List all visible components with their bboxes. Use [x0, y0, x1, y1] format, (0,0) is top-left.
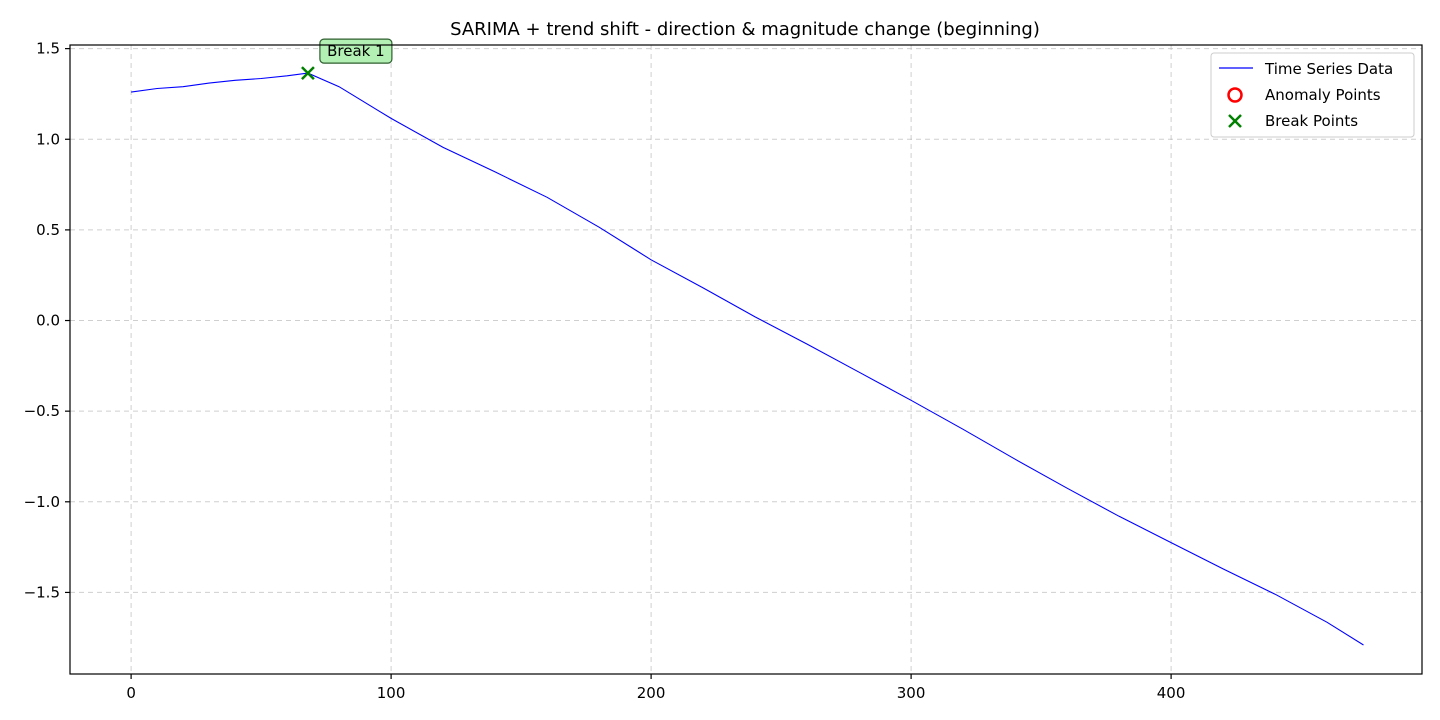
x-tick-label: 200	[637, 684, 666, 702]
y-tick-label: 1.5	[36, 40, 60, 58]
legend-anomaly-swatch	[1227, 87, 1243, 103]
series-layer	[131, 72, 1364, 646]
break-marker	[301, 66, 315, 80]
chart-title: SARIMA + trend shift - direction & magni…	[450, 19, 1040, 40]
grid-layer	[70, 45, 1422, 674]
x-tick-label: 0	[126, 684, 136, 702]
legend-label-break: Break Points	[1265, 112, 1358, 130]
y-tick-label: −0.5	[24, 402, 60, 420]
x-tick-label: 300	[897, 684, 926, 702]
plot-area-frame	[69, 44, 1423, 675]
y-tick-label: 0.5	[36, 221, 60, 239]
series-line	[131, 72, 1364, 646]
legend: Time Series Data Anomaly Points Break Po…	[1210, 52, 1415, 138]
tick-layer: 0 100 200 300 400 −1.5 −1.0 −0.5 0.0 0.5 1.0 1.5	[24, 40, 1186, 702]
y-tick-label: −1.0	[24, 493, 60, 511]
legend-label-series: Time Series Data	[1264, 60, 1393, 78]
legend-break-swatch	[1228, 114, 1242, 128]
break-annotation-label: Break 1	[327, 42, 385, 60]
x-tick-label: 100	[377, 684, 406, 702]
y-tick-label: −1.5	[24, 583, 60, 601]
x-tick-label: 400	[1157, 684, 1186, 702]
y-tick-label: 0.0	[36, 312, 60, 330]
y-tick-label: 1.0	[36, 130, 60, 148]
legend-label-anomaly: Anomaly Points	[1265, 86, 1381, 104]
legend-box	[1210, 52, 1415, 138]
break-annotation: Break 1	[319, 38, 393, 64]
